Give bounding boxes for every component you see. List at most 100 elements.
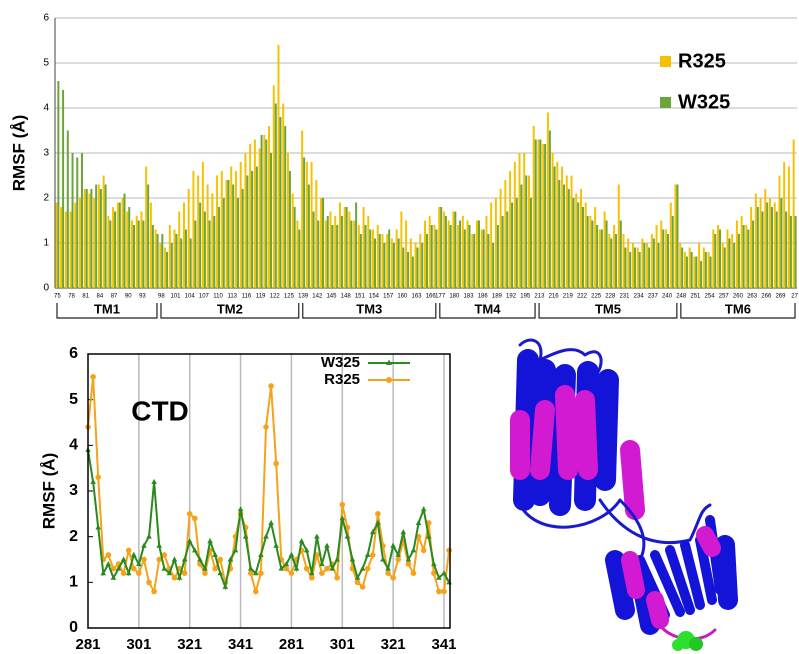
bar <box>378 234 381 288</box>
marker <box>161 565 168 571</box>
marker <box>141 556 147 563</box>
bar <box>442 211 445 288</box>
bar <box>149 202 152 288</box>
marker <box>410 570 417 576</box>
y-tick-label: 5 <box>43 58 49 69</box>
bar <box>693 256 696 288</box>
bar <box>279 117 282 288</box>
x-tick-label: 139 <box>298 294 309 300</box>
bar <box>310 162 313 288</box>
bar <box>624 247 627 288</box>
bar <box>277 45 280 288</box>
marker <box>273 542 279 548</box>
bar <box>114 211 117 288</box>
marker <box>339 501 346 508</box>
marker <box>146 533 152 539</box>
bar <box>293 207 296 288</box>
legend-label: R325 <box>324 371 360 388</box>
marker <box>385 565 391 571</box>
bar <box>466 220 469 288</box>
marker <box>370 552 376 558</box>
bar <box>421 243 424 288</box>
marker <box>227 556 234 562</box>
bar <box>88 193 91 288</box>
x-tick-label: 321 <box>177 636 202 653</box>
bar <box>761 211 764 288</box>
bar <box>416 247 419 288</box>
bar <box>589 216 592 288</box>
bar <box>109 220 112 288</box>
bar <box>737 234 740 288</box>
marker <box>395 551 402 557</box>
bar <box>90 189 93 288</box>
x-tick-label: 27 <box>791 294 798 300</box>
legend-swatch <box>660 56 671 67</box>
bar <box>754 193 757 288</box>
bar <box>712 229 715 288</box>
x-tick-label: 237 <box>648 294 659 300</box>
y-tick-label: 4 <box>69 437 78 454</box>
bar <box>402 247 405 288</box>
marker <box>354 574 361 580</box>
marker <box>446 547 452 554</box>
bar <box>381 234 384 288</box>
bar <box>336 225 339 288</box>
bar <box>438 207 441 288</box>
bar <box>504 180 507 288</box>
group-label: TM6 <box>725 301 751 316</box>
bar <box>476 220 478 288</box>
bar <box>182 202 185 288</box>
marker <box>125 570 132 576</box>
bar <box>581 207 584 288</box>
x-tick-label: 216 <box>549 294 560 300</box>
bar <box>123 193 126 288</box>
marker <box>375 511 381 517</box>
bar <box>301 130 304 288</box>
group-label: TM4 <box>474 301 501 316</box>
bar <box>326 216 329 288</box>
bar <box>334 216 337 288</box>
x-tick-label: 90 <box>125 294 132 300</box>
x-tick-label: 269 <box>775 294 786 300</box>
legend-marker <box>386 359 392 365</box>
bar <box>745 225 748 288</box>
bar <box>236 198 239 288</box>
x-tick-label: 321 <box>381 636 406 653</box>
bar <box>372 229 375 288</box>
marker <box>293 565 300 571</box>
marker <box>253 570 259 576</box>
bar <box>298 229 301 288</box>
bar <box>461 216 464 288</box>
bar <box>199 202 202 288</box>
bar <box>610 238 613 288</box>
bar <box>206 184 209 288</box>
bar <box>548 130 551 288</box>
bar <box>709 256 712 288</box>
bar <box>457 225 460 288</box>
marker <box>120 556 127 562</box>
bar <box>698 243 701 288</box>
x-tick-label: 151 <box>355 294 366 300</box>
marker <box>319 570 325 576</box>
marker <box>171 556 178 562</box>
bar <box>515 198 518 288</box>
bar <box>747 229 750 288</box>
bar <box>57 81 60 288</box>
marker <box>232 547 239 553</box>
marker <box>263 424 269 430</box>
bar <box>258 148 261 288</box>
bar <box>572 198 575 288</box>
bar <box>142 220 145 288</box>
bar <box>392 243 395 288</box>
bar <box>674 184 677 288</box>
bar <box>440 207 443 288</box>
bar <box>471 234 474 288</box>
marker <box>258 570 264 576</box>
bar <box>496 225 499 288</box>
x-tick-label: 301 <box>126 636 151 653</box>
bar <box>97 184 100 288</box>
x-tick-label: 341 <box>431 636 456 653</box>
bar <box>232 184 235 288</box>
bar <box>419 234 422 288</box>
bar <box>565 175 568 288</box>
